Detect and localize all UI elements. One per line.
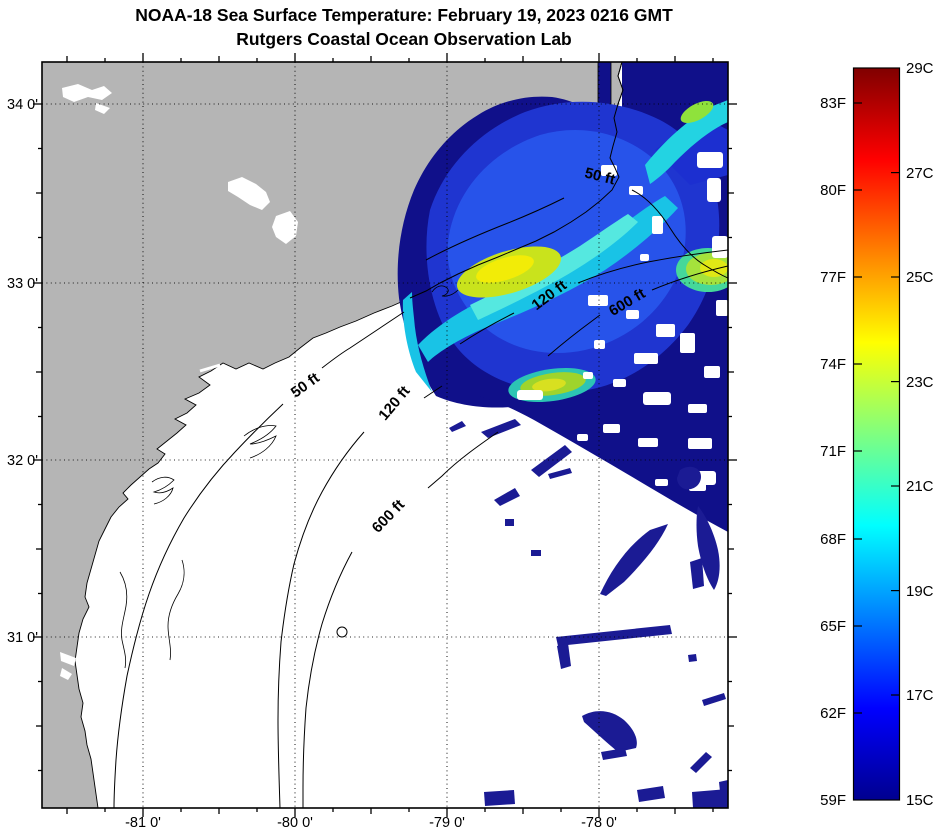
coast-detail bbox=[431, 285, 459, 297]
cb-c-label: 29C bbox=[906, 60, 934, 77]
sst-swath bbox=[397, 62, 728, 532]
coastline-overlay bbox=[409, 62, 624, 299]
map-frame bbox=[41, 61, 729, 809]
land-lakes bbox=[60, 84, 298, 680]
cb-c-label: 27C bbox=[906, 165, 934, 182]
colorbar-gradient bbox=[852, 67, 901, 801]
axis-ticks bbox=[33, 53, 737, 817]
y-axis-labels: 34 0' 33 0' 32 0' 31 0' bbox=[7, 97, 38, 646]
cb-f-label: 59F bbox=[820, 792, 846, 809]
cb-f-label: 65F bbox=[820, 618, 846, 635]
sst-cold-patches bbox=[449, 419, 728, 808]
depth-contours bbox=[113, 189, 728, 808]
cb-f-label: 68F bbox=[820, 531, 846, 548]
y-tick-label: 34 0' bbox=[7, 97, 38, 113]
plot-subtitle: Rutgers Coastal Ocean Observation Lab bbox=[236, 29, 572, 49]
contour-ring-marker bbox=[336, 626, 348, 638]
contour-label-50ft-ne: 50 ft bbox=[583, 165, 617, 189]
colorbar: 83F 80F 77F 74F 71F 68F 65F 62F 59F 29C … bbox=[820, 60, 934, 809]
x-tick-label: -80 0' bbox=[277, 815, 313, 831]
y-tick-label: 32 0' bbox=[7, 453, 38, 469]
cb-f-label: 83F bbox=[820, 95, 846, 112]
y-tick-label: 33 0' bbox=[7, 276, 38, 292]
cb-c-label: 25C bbox=[906, 269, 934, 286]
cb-f-label: 77F bbox=[820, 269, 846, 286]
cloud-holes bbox=[517, 152, 728, 507]
x-tick-label: -79 0' bbox=[429, 815, 465, 831]
colorbar-ticks bbox=[854, 102, 899, 714]
cb-c-label: 17C bbox=[906, 687, 934, 704]
cb-f-label: 62F bbox=[820, 705, 846, 722]
map-contents: 50 ft 120 ft 600 ft 50 ft 120 ft 600 ft bbox=[42, 62, 728, 808]
x-tick-label: -78 0' bbox=[581, 815, 617, 831]
cb-c-label: 19C bbox=[906, 583, 934, 600]
cb-f-label: 74F bbox=[820, 356, 846, 373]
cb-f-label: 71F bbox=[820, 443, 846, 460]
map-area: 50 ft 120 ft 600 ft 50 ft 120 ft 600 ft … bbox=[7, 53, 737, 831]
plot-title: NOAA-18 Sea Surface Temperature: Februar… bbox=[135, 5, 673, 25]
cb-c-label: 15C bbox=[906, 792, 934, 809]
x-axis-labels: -81 0' -80 0' -79 0' -78 0' bbox=[125, 815, 617, 831]
cb-c-label: 23C bbox=[906, 374, 934, 391]
colorbar-c-labels: 29C 27C 25C 23C 21C 19C 17C 15C bbox=[906, 60, 934, 809]
cb-c-label: 21C bbox=[906, 478, 934, 495]
marsh-channels bbox=[195, 363, 231, 401]
colorbar-f-labels: 83F 80F 77F 74F 71F 68F 65F 62F 59F bbox=[820, 95, 846, 809]
y-tick-label: 31 0' bbox=[7, 630, 38, 646]
cb-f-label: 80F bbox=[820, 182, 846, 199]
x-tick-label: -81 0' bbox=[125, 815, 161, 831]
